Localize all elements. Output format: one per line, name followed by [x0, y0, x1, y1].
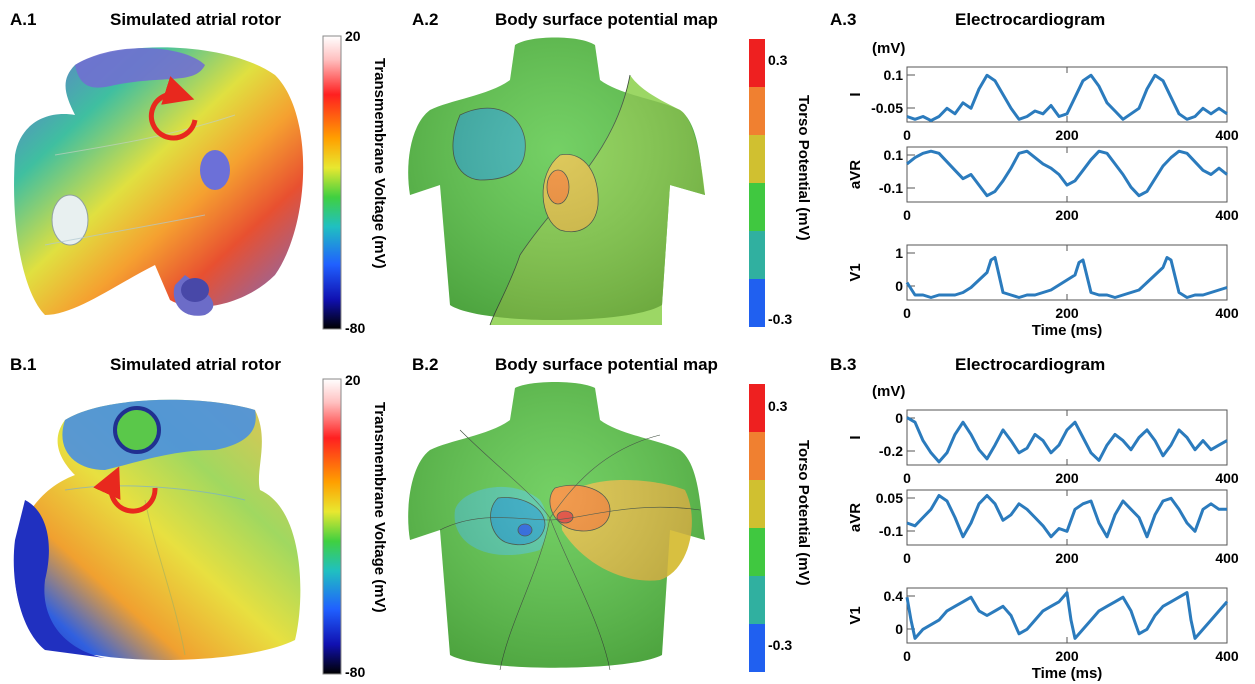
- panel-title-b3: Electrocardiogram: [955, 355, 1106, 374]
- torso-colorbar-b: [748, 383, 766, 673]
- ecg-trace-avr: [906, 149, 1228, 198]
- ecg-x-axis-title: Time (ms): [1032, 665, 1103, 682]
- ecg-y-tick-label: 0: [895, 621, 903, 637]
- ecg-lead-name: V1: [847, 606, 864, 624]
- ecg-lead-name: aVR: [847, 160, 864, 189]
- ecg-y-tick-label: 0: [895, 410, 903, 426]
- ecg-lead-name: I: [847, 92, 864, 96]
- torso-colorbar-b-min: -0.3: [768, 637, 793, 653]
- panel-title-a2: Body surface potential map: [495, 10, 718, 29]
- panel-title-b1: Simulated atrial rotor: [110, 355, 281, 374]
- ecg-x-tick-label: 0: [903, 207, 911, 223]
- panel-label-b2: B.2: [412, 355, 439, 374]
- torso-colorbar-b-max: 0.3: [768, 398, 788, 414]
- ecg-y-tick-label: -0.1: [879, 523, 903, 539]
- ecg-trace-i: [906, 73, 1228, 123]
- ecg-x-tick-label: 0: [903, 648, 911, 664]
- ecg-x-tick-label: 200: [1055, 470, 1079, 486]
- ecg-x-tick-label: 0: [903, 127, 911, 143]
- ecg-unit-label: (mV): [872, 383, 905, 400]
- ecg-x-tick-label: 400: [1215, 550, 1239, 566]
- ecg-y-tick-label: -0.2: [879, 443, 903, 459]
- torso-map-b: [408, 382, 705, 671]
- ecg-x-tick-label: 400: [1215, 127, 1239, 143]
- ecg-x-tick-label: 200: [1055, 550, 1079, 566]
- ecg-x-tick-label: 200: [1055, 127, 1079, 143]
- torso-colorbar-b-title: Torso Potential (mV): [795, 440, 812, 586]
- ecg-unit-label: (mV): [872, 40, 905, 57]
- voltage-colorbar-b: [322, 378, 342, 675]
- ecg-y-tick-label: 0.1: [884, 67, 904, 83]
- ecg-x-axis-title: Time (ms): [1032, 322, 1103, 339]
- panel-title-a1: Simulated atrial rotor: [110, 10, 281, 29]
- ecg-x-tick-label: 0: [903, 550, 911, 566]
- ecg-x-tick-label: 400: [1215, 305, 1239, 321]
- rotor-arrow-icon: [93, 466, 158, 514]
- ecg-lead-name: I: [847, 435, 864, 439]
- ecg-x-tick-label: 0: [903, 305, 911, 321]
- ecg-lead-name: V1: [847, 263, 864, 281]
- ecg-x-tick-label: 200: [1055, 305, 1079, 321]
- ecg-y-tick-label: -0.05: [871, 100, 903, 116]
- ecg-y-tick-label: -0.1: [879, 180, 903, 196]
- ecg-x-tick-label: 400: [1215, 648, 1239, 664]
- panel-label-b1: B.1: [10, 355, 37, 374]
- torso-colorbar-a-min: -0.3: [768, 311, 793, 327]
- voltage-colorbar-b-title: Transmembrane Voltage (mV): [371, 402, 388, 613]
- panel-label-a2: A.2: [412, 10, 439, 29]
- voltage-colorbar-b-max: 20: [345, 372, 361, 388]
- ecg-x-tick-label: 0: [903, 470, 911, 486]
- torso-colorbar-a-title: Torso Potential (mV): [795, 95, 812, 241]
- panel-label-b3: B.3: [830, 355, 857, 374]
- voltage-colorbar-a-title: Transmembrane Voltage (mV): [371, 58, 388, 269]
- ecg-chart-a: (mV) 0.1 -0.05 I 0 200 400 0.1 -0.1 aVR 0 200 400 1 0 V…: [847, 40, 1239, 339]
- voltage-colorbar-a-max: 20: [345, 28, 361, 44]
- ecg-lead-name: aVR: [847, 503, 864, 532]
- ecg-trace-avr: [906, 494, 1227, 539]
- ecg-x-tick-label: 400: [1215, 207, 1239, 223]
- torso-colorbar-a: [748, 38, 766, 328]
- panel-title-b2: Body surface potential map: [495, 355, 718, 374]
- ecg-y-tick-label: 0.1: [884, 147, 904, 163]
- torso-map-a: [408, 37, 705, 326]
- ecg-y-tick-label: 0: [895, 278, 903, 294]
- atrium-b-image: [13, 399, 301, 660]
- ecg-trace-v1: [905, 591, 1229, 640]
- panel-title-a3: Electrocardiogram: [955, 10, 1106, 29]
- voltage-colorbar-b-min: -80: [345, 664, 366, 680]
- torso-colorbar-a-max: 0.3: [768, 52, 788, 68]
- ecg-axes-frame: [906, 146, 1228, 203]
- ecg-y-tick-label: 0.4: [884, 588, 904, 604]
- panel-label-a3: A.3: [830, 10, 857, 29]
- rotor-arrow-icon: [148, 76, 198, 141]
- ecg-trace-i: [906, 416, 1228, 464]
- ecg-x-tick-label: 400: [1215, 470, 1239, 486]
- atrium-a-image: [14, 47, 304, 316]
- voltage-colorbar-a: [322, 35, 342, 330]
- ecg-x-tick-label: 200: [1055, 648, 1079, 664]
- voltage-colorbar-a-min: -80: [345, 320, 366, 336]
- ecg-x-tick-label: 200: [1055, 207, 1079, 223]
- panel-label-a1: A.1: [10, 10, 37, 29]
- ecg-trace-v1: [905, 256, 1228, 299]
- ecg-y-tick-label: 0.05: [876, 490, 903, 506]
- ecg-y-tick-label: 1: [895, 245, 903, 261]
